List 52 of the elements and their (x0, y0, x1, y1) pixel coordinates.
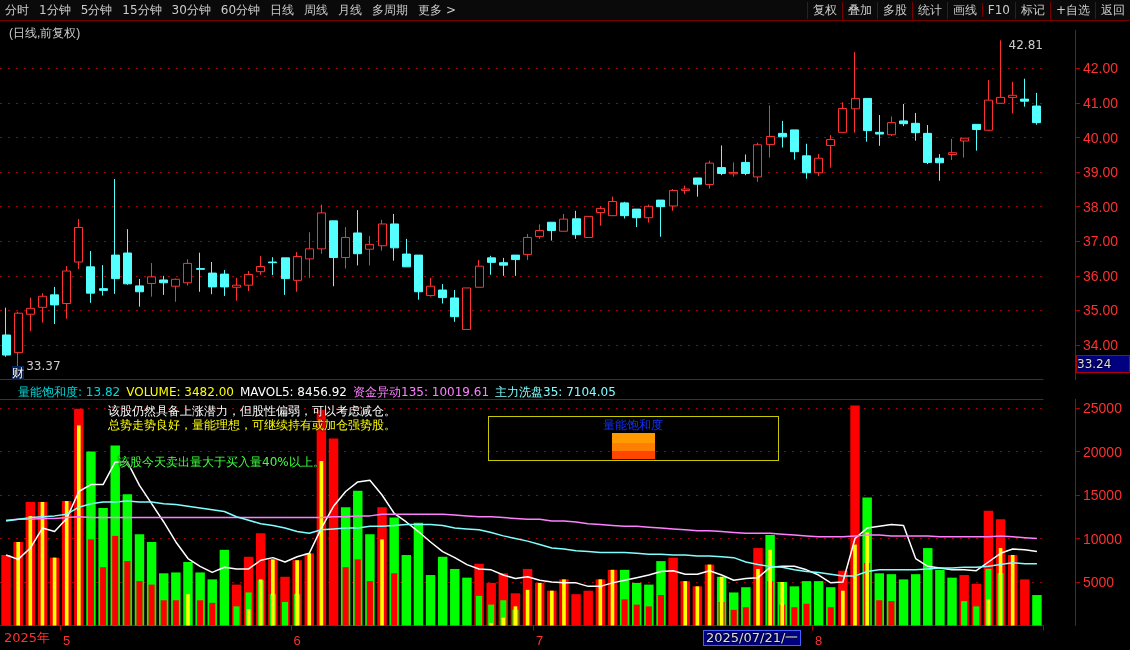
y-tick-label: 5000 (1083, 574, 1115, 590)
annotation: 财 (12, 365, 25, 380)
text: 分时 (4, 1, 30, 19)
text: 月线 (337, 1, 364, 19)
text: 2025/07/21/一 (703, 630, 802, 646)
text: 返回 (1095, 1, 1130, 19)
text: +自选 (1049, 1, 1095, 19)
text: 资金异动135: 10019.61 (353, 385, 490, 399)
annotation: 33.37 (26, 358, 61, 373)
y-tick-label: 10000 (1083, 530, 1123, 547)
y-tick-label: 40.00 (1083, 129, 1119, 146)
text: 多股 (876, 1, 912, 19)
text: MAVOL5: 8456.92 (239, 385, 347, 399)
y-tick-label: 15000 (1083, 487, 1123, 503)
text: 5分钟 (79, 1, 114, 19)
y-tick-label: 37.00 (1083, 233, 1119, 250)
text: 主力洗盘35: 7104.05 (495, 385, 616, 399)
text: 30分钟 (170, 1, 212, 19)
text: VOLUME: 3482.00 (126, 385, 234, 399)
y-tick-label: 20000 (1083, 443, 1123, 460)
x-tick-label: 6 (293, 632, 301, 648)
y-tick-label: 41.00 (1083, 94, 1119, 111)
text: 日线 (269, 1, 296, 19)
y-tick-label: 34.00 (1083, 337, 1119, 354)
text: 量能饱和度: 13.82 (18, 385, 121, 399)
text: F10 (981, 3, 1015, 17)
y-tick-label: 36.00 (1083, 267, 1119, 284)
text: 1分钟 (38, 1, 72, 19)
text: 更多 > (417, 1, 457, 19)
text: 统计 (911, 1, 947, 19)
text: 标记 (1014, 1, 1050, 19)
annotation: 该股仍然具备上涨潜力，但股性偏弱，可以考虑减仓。 (108, 404, 396, 418)
y-tick-label: 35.00 (1083, 302, 1119, 319)
y-tick-label: 38.00 (1083, 198, 1119, 215)
text: 周线 (303, 1, 330, 19)
y-tick-label: 39.00 (1083, 164, 1119, 181)
x-tick-label: 7 (536, 632, 544, 648)
x-tick-label: 5 (63, 632, 71, 648)
text: 画线 (946, 1, 982, 19)
text: 33.24 (1076, 355, 1130, 373)
text: 60分钟 (219, 1, 262, 19)
y-tick-label: 25000 (1083, 400, 1123, 416)
y-tick-label: 42.00 (1083, 60, 1119, 77)
text: 多周期 (371, 1, 410, 19)
text: 15分钟 (121, 1, 163, 19)
text: 复权 (806, 1, 842, 19)
annotation: 量能饱和度 (602, 418, 664, 432)
text: 叠加 (841, 1, 877, 19)
text: 2025年 (4, 630, 51, 645)
x-tick-label: 8 (815, 632, 823, 648)
annotation: 42.81 (1008, 38, 1043, 53)
chart-title: (日线,前复权) (9, 26, 81, 40)
